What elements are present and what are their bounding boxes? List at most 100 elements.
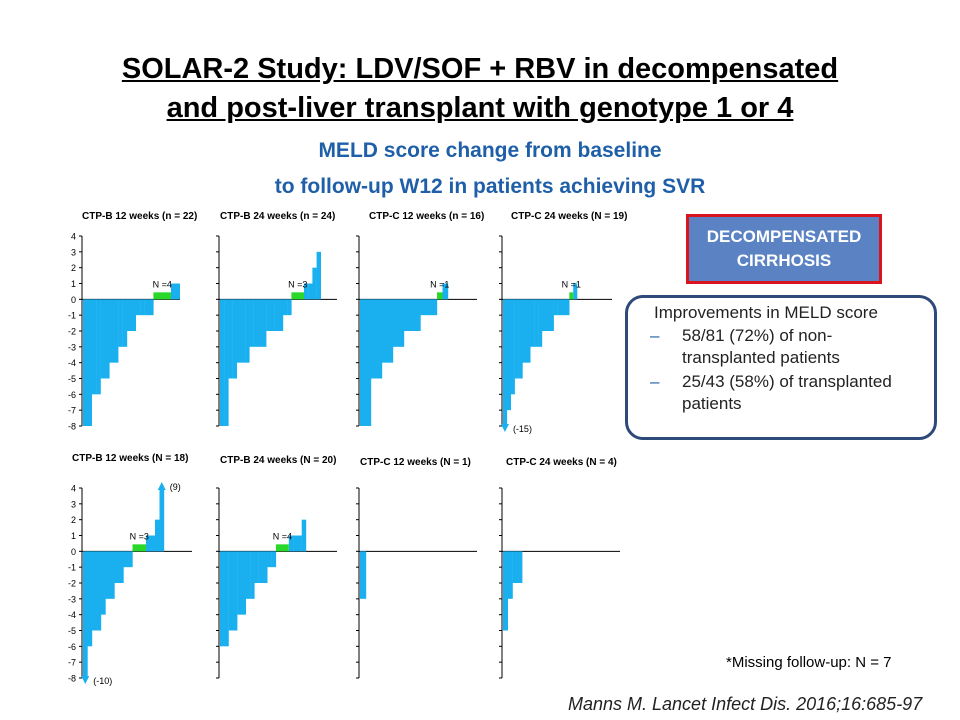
data-bar — [506, 299, 511, 411]
improvement-item: – 25/43 (58%) of transplanted patients — [650, 371, 924, 415]
data-bar — [304, 283, 309, 300]
data-bar — [360, 299, 366, 426]
data-bar — [409, 299, 416, 331]
dash-bullet-icon: – — [650, 326, 660, 345]
data-bar — [258, 551, 264, 583]
decomp-line1: DECOMPENSATED — [706, 227, 862, 246]
y-tick-label: -7 — [68, 658, 76, 668]
data-bar — [503, 299, 508, 426]
data-bar — [283, 299, 288, 316]
data-bar — [534, 299, 539, 347]
data-bar — [245, 551, 251, 599]
n-annotation: N =4 — [273, 531, 292, 541]
outlier-label: (9) — [170, 482, 181, 492]
data-bar — [159, 488, 165, 552]
data-bar — [237, 551, 242, 615]
y-tick-label: 4 — [71, 232, 76, 242]
meld-chart-ctpb-24-bottom: N =4 — [216, 487, 337, 679]
data-bar — [565, 299, 570, 316]
n-annotation: N =3 — [130, 531, 149, 541]
y-tick-label: -6 — [68, 390, 76, 400]
data-bar — [365, 299, 372, 426]
data-bar — [144, 299, 150, 316]
data-bar — [122, 299, 128, 347]
data-bar — [131, 299, 136, 331]
y-tick-label: -2 — [68, 327, 76, 337]
data-bar — [387, 299, 394, 363]
outlier-arrow-down-icon — [81, 676, 90, 684]
chart-label-ctpc-24-top: CTP-C 24 weeks (N = 19) — [511, 211, 628, 222]
data-bar — [171, 283, 176, 300]
data-bar — [512, 551, 518, 583]
data-bar — [105, 551, 111, 599]
data-bar — [105, 299, 110, 379]
data-bar — [301, 519, 307, 552]
data-bar — [557, 299, 562, 316]
missing-followup-note: *Missing follow-up: N = 7 — [726, 654, 892, 671]
data-bar — [128, 551, 133, 568]
zero-change-bar — [437, 292, 443, 300]
data-bar — [270, 299, 275, 331]
data-bar — [308, 283, 313, 300]
y-tick-label: 2 — [71, 263, 76, 273]
zero-change-bar — [153, 292, 171, 300]
data-bar — [224, 551, 229, 647]
data-bar — [245, 299, 250, 363]
data-bar — [228, 551, 234, 631]
data-bar — [503, 551, 508, 631]
y-tick-label: 0 — [71, 295, 76, 305]
data-bar — [382, 299, 388, 363]
y-tick-label: -6 — [68, 642, 76, 652]
y-tick-label: -8 — [68, 422, 76, 432]
n-annotation: N =4 — [153, 279, 172, 289]
zero-change-bar — [132, 544, 146, 552]
data-bar — [442, 283, 449, 300]
data-bar — [119, 551, 124, 583]
chart-label-ctpb-24-bottom: CTP-B 24 weeks (N = 20) — [220, 455, 337, 466]
data-bar — [241, 299, 246, 363]
y-tick-label: -5 — [68, 626, 76, 636]
n-annotation: N =3 — [288, 279, 307, 289]
data-bar — [232, 551, 238, 631]
y-tick-label: 2 — [71, 515, 76, 525]
data-bar — [83, 551, 88, 678]
data-bar — [507, 551, 513, 599]
data-bar — [150, 535, 156, 552]
data-bar — [542, 299, 547, 331]
y-tick-label: -1 — [68, 311, 76, 321]
y-tick-label: -3 — [68, 342, 76, 352]
chart-label-ctpb-24-top: CTP-B 24 weeks (n = 24) — [220, 211, 336, 222]
data-bar — [96, 299, 101, 395]
improvement-text: 25/43 (58%) of transplanted patients — [682, 372, 892, 413]
improvement-heading: Improvements in MELD score — [654, 303, 878, 322]
data-bar — [96, 551, 102, 631]
outlier-arrow-down-icon — [500, 424, 509, 432]
data-bar — [250, 551, 255, 599]
data-bar — [263, 551, 268, 583]
y-tick-label: 1 — [71, 531, 76, 541]
chart-label-ctpc-12-top: CTP-C 12 weeks (n = 16) — [369, 211, 485, 222]
data-bar — [517, 551, 523, 583]
improvement-text: 58/81 (72%) of non-transplanted patients — [682, 326, 840, 367]
data-bar — [431, 299, 438, 316]
data-bar — [135, 299, 141, 316]
data-bar — [420, 299, 427, 316]
zero-change-bar — [275, 544, 289, 552]
data-bar — [371, 299, 377, 379]
y-tick-label: -7 — [68, 406, 76, 416]
y-tick-label: -5 — [68, 374, 76, 384]
chart-label-ctpb-12-bottom: CTP-B 12 weeks (N = 18) — [72, 453, 189, 464]
data-bar — [267, 551, 272, 568]
data-bar — [220, 551, 225, 647]
data-bar — [360, 551, 367, 599]
meld-improvement-box: Improvements in MELD score – 58/81 (72%)… — [625, 295, 937, 440]
data-bar — [87, 551, 93, 647]
chart-label-ctpb-12-top: CTP-B 12 weeks (n = 22) — [82, 211, 198, 222]
data-bar — [514, 299, 519, 379]
subtitle-line2: to follow-up W12 in patients achieving S… — [274, 175, 706, 198]
data-bar — [549, 299, 554, 331]
data-bar — [249, 299, 254, 347]
data-bar — [118, 299, 123, 347]
data-bar — [553, 299, 558, 316]
zero-change-bar — [569, 292, 574, 300]
